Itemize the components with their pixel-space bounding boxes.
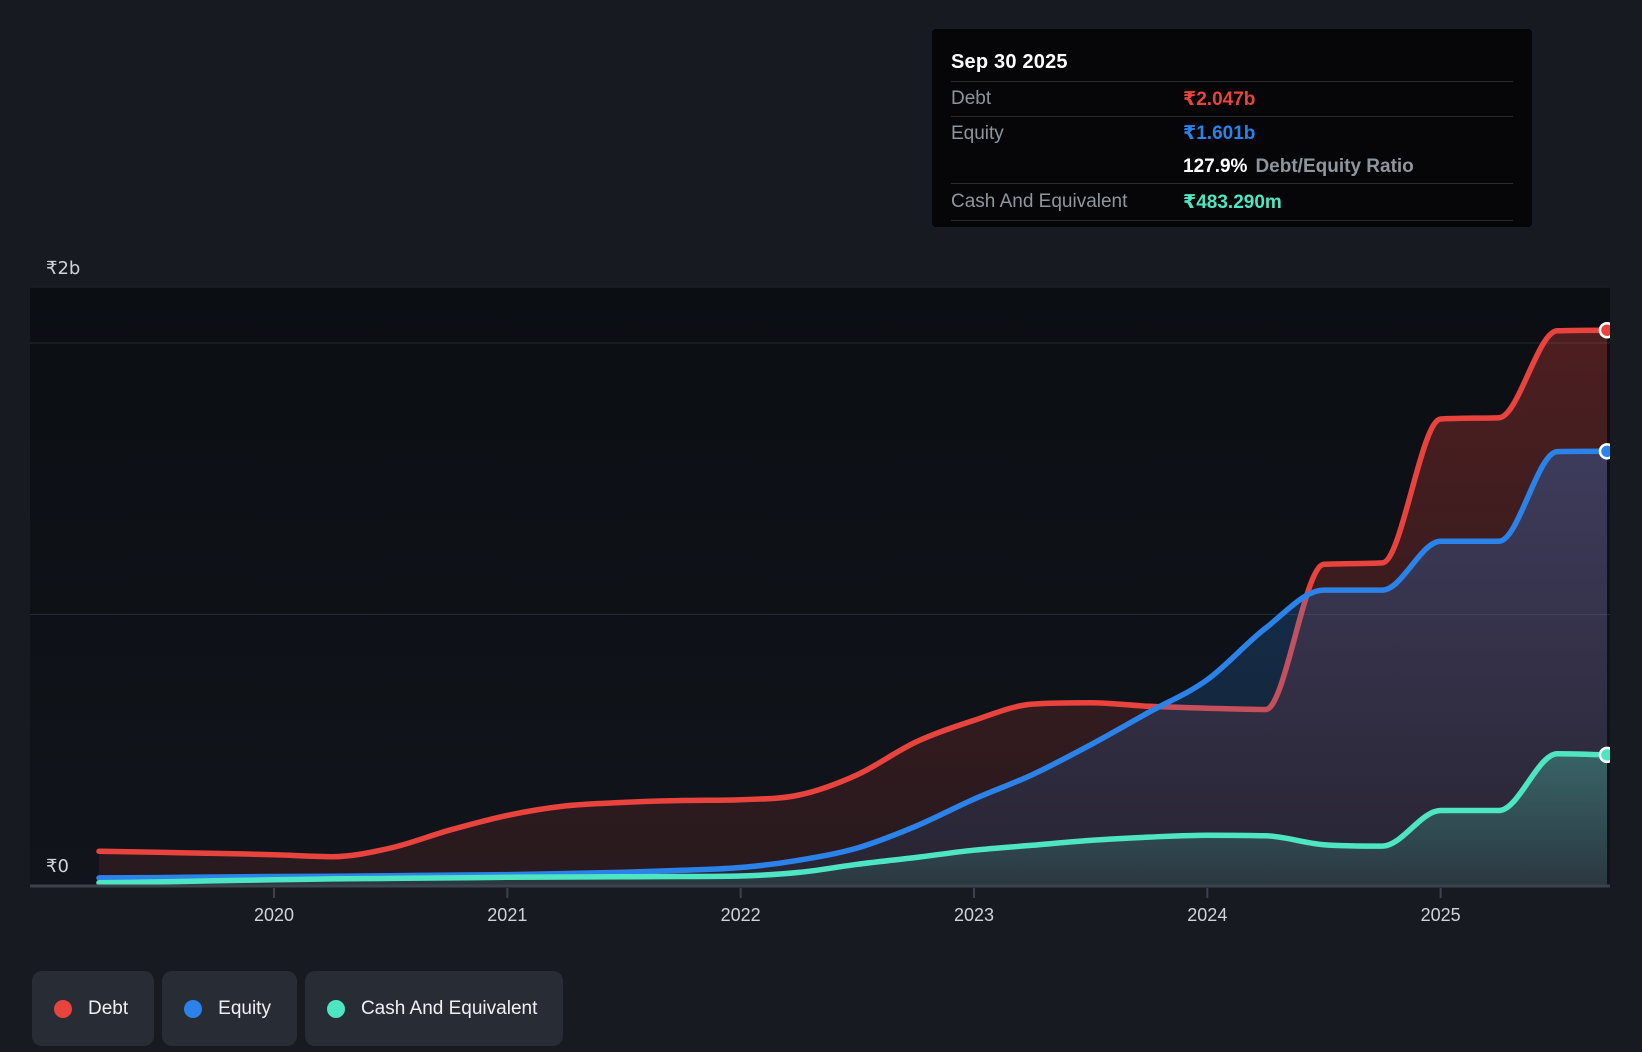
cash-endpoint-marker[interactable] [1598, 746, 1614, 764]
x-axis-label-2024: 2024 [1187, 905, 1227, 925]
x-axis-label-2025: 2025 [1421, 905, 1461, 925]
equity-endpoint-marker[interactable] [1598, 443, 1614, 460]
debt-dot-icon [54, 999, 72, 1018]
equity-dot-icon [184, 999, 203, 1018]
tooltip-ratio-suffix: Debt/Equity Ratio [1255, 155, 1414, 177]
tooltip-equity-value: ₹1.601b [1183, 123, 1256, 144]
tooltip-debt-label: Debt [951, 88, 992, 109]
debt-endpoint-marker[interactable] [1598, 321, 1614, 339]
y-axis-label-0: ₹0 [46, 856, 69, 877]
legend-equity-label: Equity [218, 997, 271, 1019]
chart-tooltip: Sep 30 2025 Debt ₹2.047b Equity ₹1.601b … [932, 29, 1532, 227]
tooltip-equity-label: Equity [951, 122, 1004, 144]
cash-line [96, 751, 1610, 886]
tooltip-ratio-value: 127.9% [1183, 155, 1248, 177]
debt-line [96, 327, 1610, 860]
y-axis-label-2: ₹2b [46, 258, 80, 279]
legend-item-cash[interactable]: Cash And Equivalent [304, 971, 564, 1046]
legend-item-debt[interactable]: Debt [32, 971, 155, 1046]
tooltip-row-cash: Cash And Equivalent ₹483.290m [951, 184, 1513, 221]
chart-legend: Debt Equity Cash And Equivalent [32, 971, 564, 1046]
legend-debt-label: Debt [88, 997, 129, 1019]
tooltip-cash-label: Cash And Equivalent [951, 191, 1128, 212]
tooltip-date: Sep 30 2025 [951, 29, 1513, 82]
cash-dot-icon [326, 999, 345, 1018]
x-axis-label-2020: 2020 [254, 905, 294, 925]
tooltip-debt-value: ₹2.047b [1183, 88, 1256, 110]
cash-area [99, 753, 1607, 886]
x-axis-label-2021: 2021 [487, 905, 527, 925]
equity-area [99, 451, 1607, 886]
legend-cash-label: Cash And Equivalent [360, 997, 538, 1019]
legend-item-equity[interactable]: Equity [162, 971, 297, 1046]
tooltip-row-debt: Debt ₹2.047b [951, 82, 1513, 117]
series-layer [96, 321, 1614, 886]
tooltip-cash-value: ₹483.290m [1183, 191, 1282, 213]
tooltip-section-equity: Equity ₹1.601b 127.9% Debt/Equity Ratio [951, 117, 1513, 184]
x-axis-label-2023: 2023 [954, 905, 994, 925]
x-axis-label-2022: 2022 [721, 905, 761, 925]
